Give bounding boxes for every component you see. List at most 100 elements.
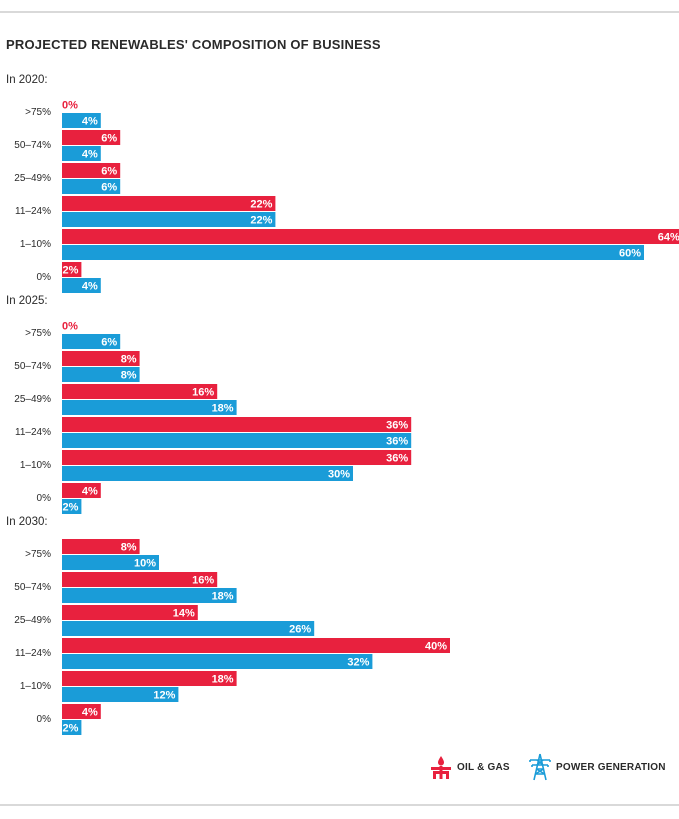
data-label-power-generation: 4% bbox=[82, 149, 98, 161]
bar-power-generation bbox=[62, 499, 82, 514]
category-label: 1–10% bbox=[20, 460, 51, 471]
category-label: >75% bbox=[25, 549, 51, 560]
legend-item-power-generation: POWER GENERATION bbox=[529, 752, 666, 782]
bar-oil-gas bbox=[62, 351, 140, 366]
data-label-oil-gas: 22% bbox=[250, 199, 272, 211]
group-label-in-2020: In 2020: bbox=[6, 74, 48, 86]
data-label-oil-gas: 14% bbox=[173, 608, 195, 620]
category-label: >75% bbox=[25, 328, 51, 339]
bar-oil-gas bbox=[62, 704, 101, 719]
data-label-oil-gas: 8% bbox=[121, 354, 137, 366]
top-rule bbox=[0, 11, 679, 13]
bar-power-generation bbox=[62, 400, 237, 415]
bar-power-generation bbox=[62, 113, 101, 128]
category-label: 0% bbox=[37, 272, 52, 283]
bar-oil-gas bbox=[62, 196, 276, 211]
data-label-oil-gas: 64% bbox=[658, 232, 679, 244]
group-label-in-2025: In 2025: bbox=[6, 295, 48, 307]
data-label-power-generation: 18% bbox=[212, 591, 234, 603]
data-label-oil-gas: 6% bbox=[101, 166, 117, 178]
data-label-power-generation: 12% bbox=[153, 690, 175, 702]
data-label-oil-gas: 18% bbox=[212, 674, 234, 686]
bar-oil-gas bbox=[62, 229, 679, 244]
data-label-power-generation: 6% bbox=[101, 182, 117, 194]
category-label: 50–74% bbox=[14, 361, 51, 372]
category-label: 0% bbox=[37, 493, 52, 504]
data-label-oil-gas: 2% bbox=[62, 265, 78, 277]
data-label-oil-gas: 6% bbox=[101, 133, 117, 145]
category-label: 50–74% bbox=[14, 582, 51, 593]
data-label-power-generation: 60% bbox=[619, 248, 641, 260]
category-label: 11–24% bbox=[15, 427, 51, 438]
chart-title: PROJECTED RENEWABLES' COMPOSITION OF BUS… bbox=[6, 37, 381, 52]
power-tower-icon bbox=[529, 753, 551, 781]
bar-oil-gas bbox=[62, 671, 237, 686]
data-label-power-generation: 26% bbox=[289, 624, 311, 636]
category-label: 50–74% bbox=[14, 140, 51, 151]
data-label-oil-gas: 4% bbox=[82, 486, 98, 498]
data-label-power-generation: 4% bbox=[82, 116, 98, 128]
oil-derrick-icon bbox=[431, 756, 451, 779]
bar-oil-gas bbox=[62, 605, 198, 620]
category-label: 25–49% bbox=[14, 394, 51, 405]
bar-power-generation bbox=[62, 278, 101, 293]
data-label-oil-gas: 0% bbox=[62, 100, 78, 112]
data-label-oil-gas: 4% bbox=[82, 707, 98, 719]
bar-power-generation bbox=[62, 146, 101, 161]
data-label-oil-gas: 0% bbox=[62, 321, 78, 333]
data-label-power-generation: 2% bbox=[62, 723, 78, 735]
data-label-power-generation: 18% bbox=[212, 403, 234, 415]
bar-power-generation bbox=[62, 367, 140, 382]
data-label-oil-gas: 40% bbox=[425, 641, 447, 653]
bar-power-generation bbox=[62, 555, 159, 570]
data-label-oil-gas: 16% bbox=[192, 387, 214, 399]
bar-power-generation bbox=[62, 179, 121, 194]
bar-oil-gas bbox=[62, 130, 121, 145]
data-label-power-generation: 10% bbox=[134, 558, 156, 570]
bar-power-generation bbox=[62, 654, 373, 669]
data-label-power-generation: 30% bbox=[328, 469, 350, 481]
bar-oil-gas bbox=[62, 417, 412, 432]
data-label-power-generation: 6% bbox=[101, 337, 117, 349]
legend-label-oil-gas: OIL & GAS bbox=[457, 761, 510, 773]
bar-power-generation bbox=[62, 720, 82, 735]
category-label: 0% bbox=[37, 714, 52, 725]
category-label: 25–49% bbox=[14, 615, 51, 626]
bar-oil-gas bbox=[62, 450, 412, 465]
data-label-oil-gas: 16% bbox=[192, 575, 214, 587]
bar-oil-gas bbox=[62, 384, 218, 399]
bar-power-generation bbox=[62, 621, 315, 636]
data-label-power-generation: 4% bbox=[82, 281, 98, 293]
category-label: >75% bbox=[25, 107, 51, 118]
bar-power-generation bbox=[62, 433, 412, 448]
bar-power-generation bbox=[62, 334, 121, 349]
bar-oil-gas bbox=[62, 572, 218, 587]
category-label: 11–24% bbox=[15, 648, 51, 659]
bar-power-generation bbox=[62, 588, 237, 603]
data-label-oil-gas: 36% bbox=[386, 453, 408, 465]
data-label-oil-gas: 8% bbox=[121, 542, 137, 554]
bar-oil-gas bbox=[62, 262, 82, 277]
category-label: 25–49% bbox=[14, 173, 51, 184]
category-label: 1–10% bbox=[20, 681, 51, 692]
legend-item-oil-gas: OIL & GAS bbox=[430, 752, 510, 782]
bar-oil-gas bbox=[62, 163, 121, 178]
category-label: 11–24% bbox=[15, 206, 51, 217]
bar-power-generation bbox=[62, 245, 644, 260]
bar-oil-gas bbox=[62, 483, 101, 498]
data-label-oil-gas: 36% bbox=[386, 420, 408, 432]
group-label-in-2030: In 2030: bbox=[6, 516, 48, 528]
data-label-power-generation: 22% bbox=[250, 215, 272, 227]
bar-power-generation bbox=[62, 466, 353, 481]
bar-oil-gas bbox=[62, 638, 450, 653]
bar-power-generation bbox=[62, 212, 276, 227]
bottom-rule bbox=[0, 804, 679, 806]
bar-oil-gas bbox=[62, 539, 140, 554]
data-label-power-generation: 8% bbox=[121, 370, 137, 382]
category-label: 1–10% bbox=[20, 239, 51, 250]
legend-label-power-generation: POWER GENERATION bbox=[556, 761, 666, 773]
data-label-power-generation: 2% bbox=[62, 502, 78, 514]
bar-power-generation bbox=[62, 687, 179, 702]
data-label-power-generation: 36% bbox=[386, 436, 408, 448]
